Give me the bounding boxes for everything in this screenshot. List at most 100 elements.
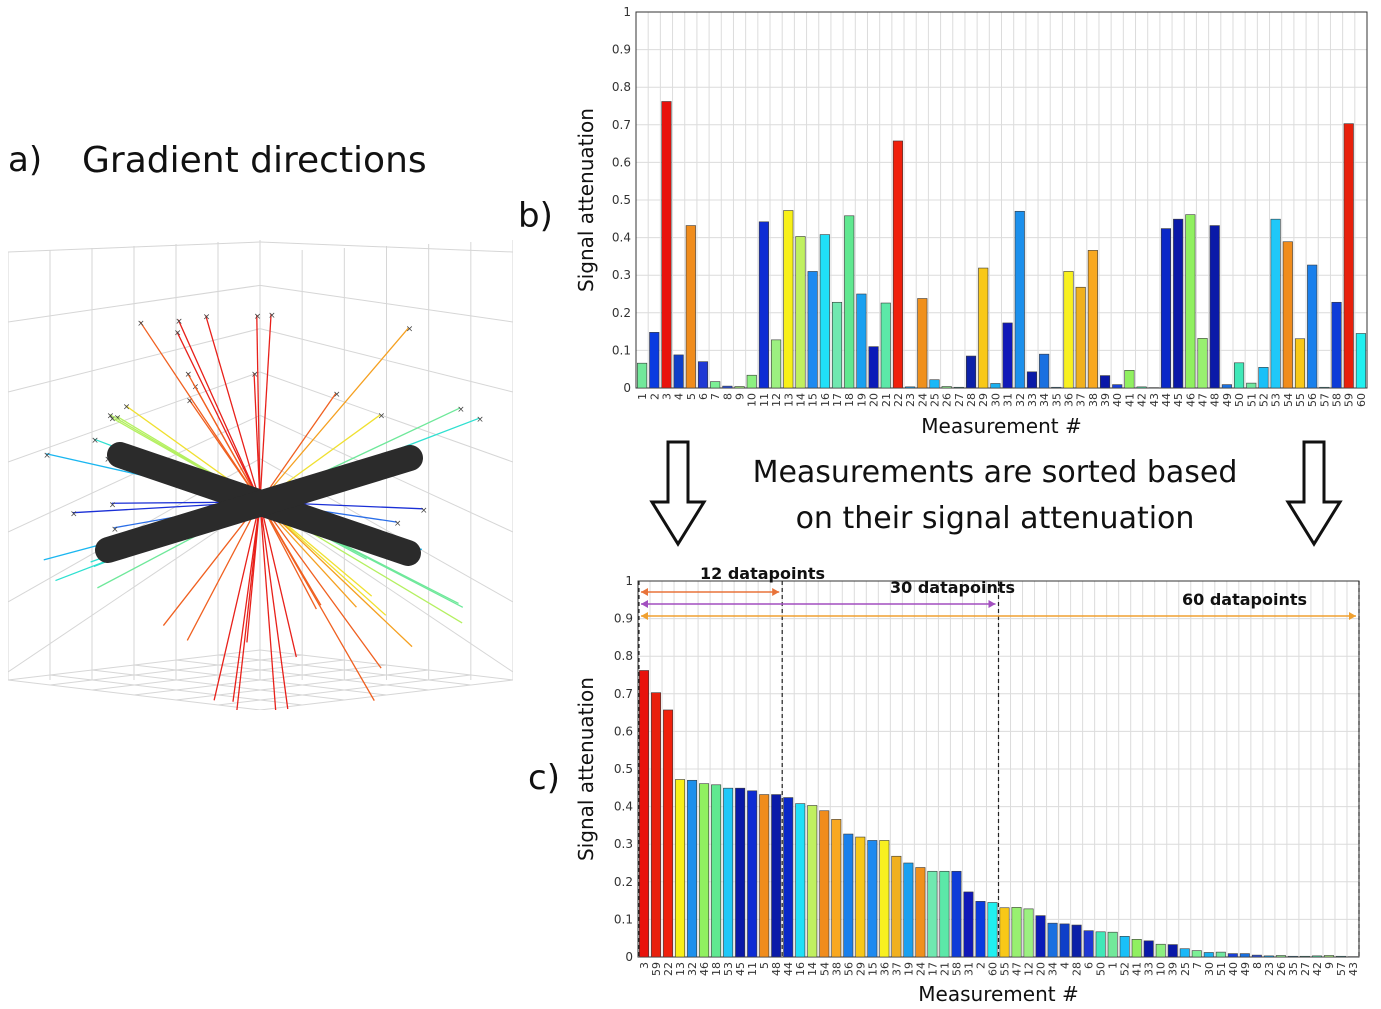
bar-24 bbox=[915, 867, 926, 958]
x-tick-label: 30 bbox=[989, 393, 1002, 407]
bar-50 bbox=[1234, 362, 1245, 389]
x-tick-label: 51 bbox=[1215, 962, 1228, 976]
x-tick-label: 58 bbox=[950, 962, 963, 976]
y-tick-label: 0.3 bbox=[614, 837, 633, 851]
x-tick-label: 51 bbox=[1245, 393, 1258, 407]
bar-55 bbox=[999, 907, 1010, 958]
bar-12 bbox=[771, 339, 782, 389]
x-tick-label: 19 bbox=[902, 962, 915, 976]
bar-29 bbox=[978, 267, 989, 389]
direction-marker-icon: × bbox=[137, 319, 145, 329]
bracket-label-12: 12 datapoints bbox=[700, 564, 825, 583]
x-tick-label: 48 bbox=[1209, 393, 1222, 407]
bar-25 bbox=[1179, 948, 1190, 958]
x-tick-label: 6 bbox=[697, 393, 710, 400]
direction-line bbox=[259, 313, 272, 503]
x-tick-label: 24 bbox=[914, 962, 927, 976]
x-tick-label: 43 bbox=[1148, 393, 1161, 407]
bar-20 bbox=[868, 346, 879, 389]
direction-line bbox=[259, 501, 317, 610]
bar-48 bbox=[771, 794, 782, 958]
bar-54 bbox=[819, 810, 830, 958]
direction-marker-icon: × bbox=[254, 312, 262, 322]
direction-marker-icon: × bbox=[109, 500, 117, 510]
sort-note-line-1: Measurements are sorted based bbox=[752, 455, 1238, 490]
x-tick-label: 20 bbox=[1035, 962, 1048, 976]
direction-marker-icon: × bbox=[203, 312, 211, 322]
bar-48 bbox=[1209, 225, 1220, 389]
x-tick-label: 45 bbox=[1172, 393, 1185, 407]
y-tick-label: 0.9 bbox=[614, 612, 633, 626]
direction-marker-icon: × bbox=[251, 370, 259, 380]
bar-40 bbox=[1227, 953, 1238, 958]
bar-59 bbox=[651, 692, 662, 958]
direction-marker-icon: × bbox=[268, 311, 276, 321]
y-tick-label: 0.4 bbox=[612, 231, 631, 245]
bar-55 bbox=[1294, 338, 1306, 389]
bar-28 bbox=[1071, 924, 1082, 958]
down-arrow-right-icon bbox=[1285, 440, 1343, 547]
x-tick-label: 11 bbox=[758, 393, 771, 407]
bar-22 bbox=[663, 709, 674, 958]
bracket-label-60: 60 datapoints bbox=[1182, 590, 1307, 609]
sort-note-line-2: on their signal attenuation bbox=[795, 501, 1195, 536]
bar-20 bbox=[1035, 915, 1046, 958]
direction-marker-icon: × bbox=[476, 415, 484, 425]
x-tick-label: 38 bbox=[1087, 393, 1100, 407]
x-tick-label: 34 bbox=[1038, 393, 1051, 407]
x-tick-label: 41 bbox=[1131, 962, 1144, 976]
x-tick-label: 24 bbox=[916, 393, 929, 407]
bar-22 bbox=[892, 140, 903, 389]
bar-6 bbox=[697, 361, 709, 389]
x-tick-label: 46 bbox=[1184, 393, 1197, 407]
x-tick-label: 35 bbox=[1050, 393, 1063, 407]
direction-line bbox=[177, 319, 261, 503]
panel-c-letter: c) bbox=[528, 758, 560, 798]
bar-47 bbox=[1011, 907, 1022, 958]
x-tick-label: 33 bbox=[1143, 962, 1156, 976]
x-tick-label: 59 bbox=[1343, 393, 1356, 407]
direction-marker-icon: × bbox=[378, 412, 386, 422]
x-tick-label: 45 bbox=[734, 962, 747, 976]
bar-10 bbox=[746, 374, 757, 389]
x-tick-label: 13 bbox=[782, 393, 795, 407]
direction-line bbox=[186, 372, 261, 503]
x-tick-label: 16 bbox=[794, 962, 807, 976]
x-tick-label: 54 bbox=[818, 962, 831, 976]
y-tick-label: 1 bbox=[625, 574, 633, 588]
bar-42 bbox=[1311, 955, 1322, 958]
x-tick-label: 50 bbox=[1095, 962, 1108, 976]
panel-a-title: Gradient directions bbox=[82, 140, 427, 181]
x-tick-label: 40 bbox=[1111, 393, 1124, 407]
bar-52 bbox=[1119, 936, 1130, 958]
bar-39 bbox=[1100, 375, 1111, 389]
y-tick-label: 0.6 bbox=[614, 724, 633, 738]
bar-53 bbox=[1270, 218, 1281, 389]
x-tick-label: 21 bbox=[880, 393, 893, 407]
direction-marker-icon: × bbox=[174, 329, 182, 339]
bar-49 bbox=[1239, 953, 1250, 958]
x-tick-label: 29 bbox=[854, 962, 867, 976]
bar-56 bbox=[1307, 264, 1318, 389]
x-tick-label: 47 bbox=[1011, 962, 1024, 976]
x-tick-label: 43 bbox=[1347, 962, 1360, 976]
bar-1 bbox=[1107, 931, 1118, 958]
direction-marker-icon: × bbox=[185, 370, 193, 380]
bar-11 bbox=[747, 790, 758, 958]
y-tick-label: 0.1 bbox=[614, 912, 633, 926]
x-tick-label: 14 bbox=[794, 393, 807, 407]
x-tick-label: 22 bbox=[662, 962, 675, 976]
x-tick-label: 3 bbox=[660, 393, 673, 400]
direction-marker-icon: × bbox=[420, 506, 428, 516]
x-tick-label: 9 bbox=[1323, 962, 1336, 969]
bar-56 bbox=[843, 833, 854, 958]
bar-11 bbox=[758, 221, 769, 389]
cube-grid bbox=[8, 240, 513, 710]
bar-39 bbox=[1167, 944, 1178, 958]
x-tick-label: 17 bbox=[831, 393, 844, 407]
x-tick-label: 2 bbox=[974, 962, 987, 969]
x-tick-label: 30 bbox=[1203, 962, 1216, 976]
bar-31 bbox=[963, 891, 974, 958]
bar-45 bbox=[735, 787, 746, 958]
bar-37 bbox=[1075, 286, 1086, 389]
